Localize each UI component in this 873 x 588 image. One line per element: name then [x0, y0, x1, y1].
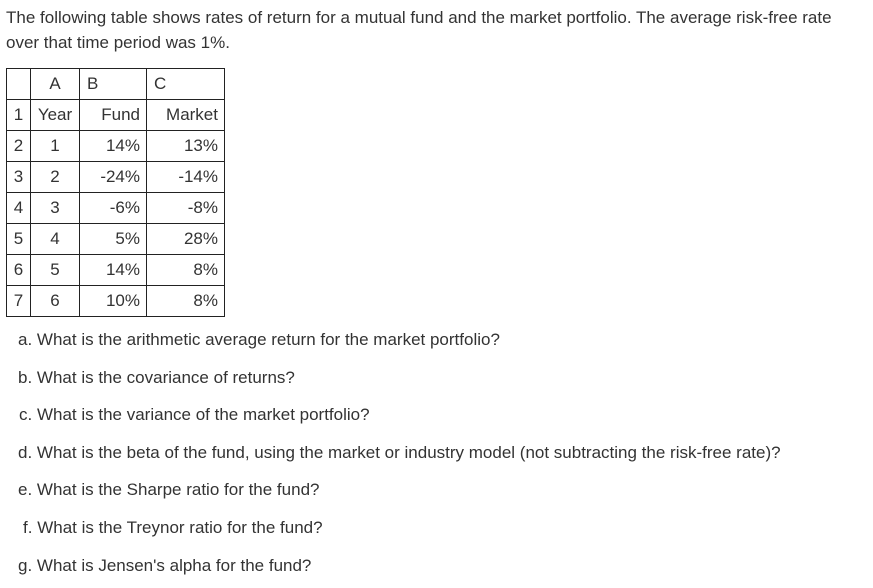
- question-item: f. What is the Treynor ratio for the fun…: [0, 513, 781, 551]
- market-header: Market: [146, 99, 225, 131]
- market-return-cell: -8%: [146, 192, 225, 224]
- fund-return-cell: 14%: [79, 130, 147, 162]
- year-header: Year: [30, 99, 80, 131]
- row-number: 1: [6, 99, 31, 131]
- market-return-cell: 8%: [146, 285, 225, 317]
- question-item: c. What is the variance of the market po…: [0, 400, 781, 438]
- year-cell: 5: [30, 254, 80, 286]
- table-row: 4 3 -6% -8%: [6, 192, 225, 224]
- row-number: 6: [6, 254, 31, 286]
- question-item: e. What is the Sharpe ratio for the fund…: [0, 475, 781, 513]
- table-row: 2 1 14% 13%: [6, 130, 225, 162]
- fund-header: Fund: [79, 99, 147, 131]
- row-number: 7: [6, 285, 31, 317]
- year-cell: 4: [30, 223, 80, 255]
- fund-return-cell: -6%: [79, 192, 147, 224]
- row-number: 2: [6, 130, 31, 162]
- returns-table: A B C 1 Year Fund Market 2 1 14% 13% 3 2…: [6, 68, 225, 317]
- question-text: What is the covariance of returns?: [36, 367, 295, 387]
- question-text: What is the arithmetic average return fo…: [36, 330, 500, 349]
- question-letter: d.: [18, 442, 33, 462]
- question-letter: c.: [19, 405, 33, 425]
- column-letter-b: B: [79, 68, 147, 100]
- market-return-cell: 28%: [146, 223, 225, 255]
- question-text: What is the Sharpe ratio for the fund?: [36, 480, 320, 500]
- table-row: 5 4 5% 28%: [6, 223, 225, 255]
- year-cell: 3: [30, 192, 80, 224]
- column-letter-a: A: [30, 68, 80, 100]
- question-letter: e.: [18, 480, 33, 500]
- question-item: d. What is the beta of the fund, using t…: [0, 438, 781, 476]
- market-return-cell: 8%: [146, 254, 225, 286]
- row-number: 3: [6, 161, 31, 193]
- table-row: 7 6 10% 8%: [6, 285, 225, 317]
- fund-return-cell: -24%: [79, 161, 147, 193]
- row-number: 4: [6, 192, 31, 224]
- intro-paragraph: The following table shows rates of retur…: [6, 8, 832, 52]
- question-text: What is the beta of the fund, using the …: [36, 442, 781, 462]
- question-item: b. What is the covariance of returns?: [0, 363, 781, 401]
- market-return-cell: 13%: [146, 130, 225, 162]
- question-letter: b.: [18, 367, 33, 387]
- question-text: What is the variance of the market portf…: [36, 405, 370, 425]
- row-number: 5: [6, 223, 31, 255]
- table-row: 1 Year Fund Market: [6, 99, 225, 131]
- year-cell: 1: [30, 130, 80, 162]
- year-cell: 2: [30, 161, 80, 193]
- fund-return-cell: 10%: [79, 285, 147, 317]
- question-text: What is the Treynor ratio for the fund?: [37, 517, 323, 537]
- question-item: a. What is the arithmetic average return…: [0, 325, 781, 363]
- year-cell: 6: [30, 285, 80, 317]
- question-letter: a.: [18, 330, 33, 349]
- market-return-cell: -14%: [146, 161, 225, 193]
- fund-return-cell: 14%: [79, 254, 147, 286]
- corner-cell: [6, 68, 31, 100]
- fund-return-cell: 5%: [79, 223, 147, 255]
- question-list: a. What is the arithmetic average return…: [0, 325, 781, 588]
- table-row: 3 2 -24% -14%: [6, 161, 225, 193]
- table-row: 6 5 14% 8%: [6, 254, 225, 286]
- column-letter-row: A B C: [6, 68, 225, 100]
- column-letter-c: C: [146, 68, 225, 100]
- question-letter: f.: [23, 517, 33, 537]
- question-text: What is Jensen's alpha for the fund?: [36, 555, 312, 575]
- question-letter: g.: [18, 555, 33, 575]
- question-item: g. What is Jensen's alpha for the fund?: [0, 551, 781, 588]
